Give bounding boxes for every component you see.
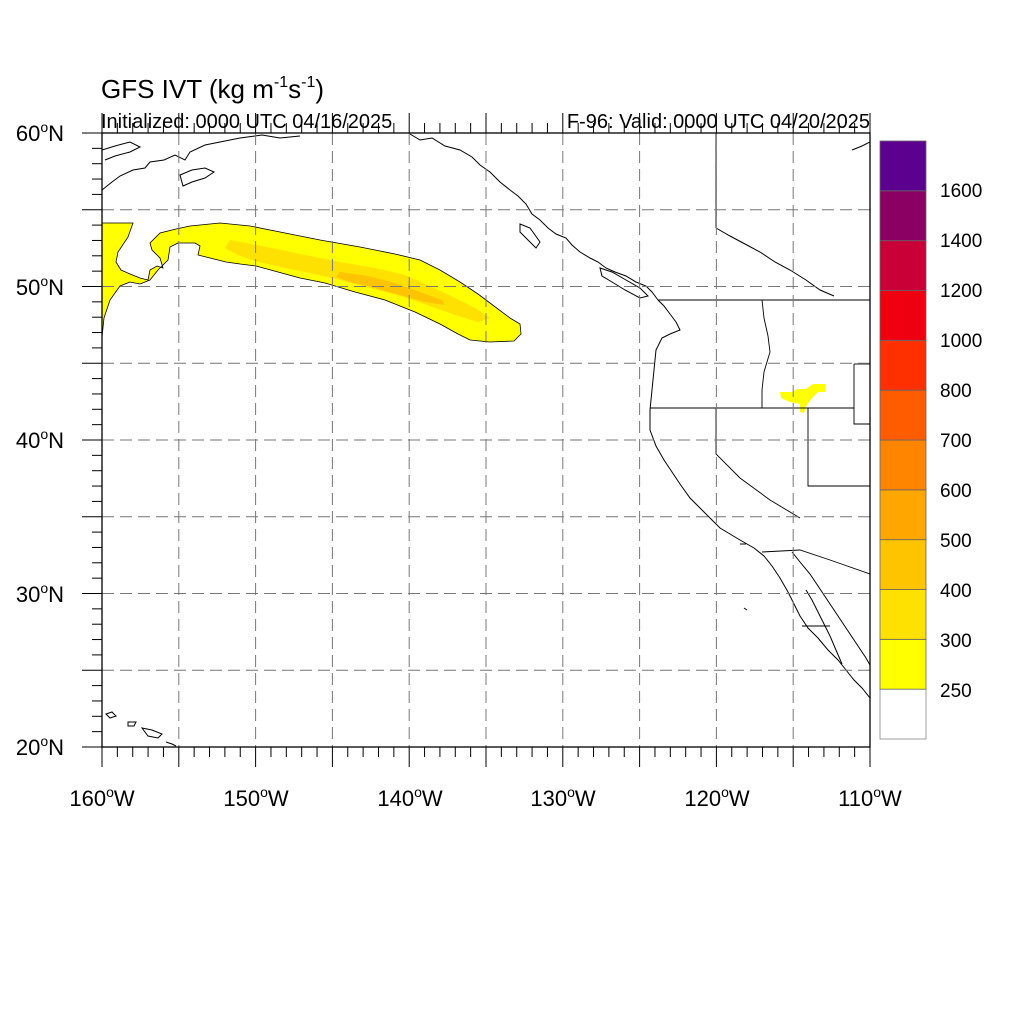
colorbar-swatch bbox=[879, 439, 927, 491]
figure-title: GFS IVT (kg m-1s-1) bbox=[101, 74, 324, 104]
colorbar-swatch bbox=[879, 389, 927, 441]
colorbar-swatch bbox=[879, 489, 927, 541]
ivt-patch-inland bbox=[780, 384, 826, 413]
colorbar-swatch bbox=[879, 539, 927, 590]
colorbar-label: 250 bbox=[940, 681, 972, 702]
ivt-shade-400 bbox=[336, 272, 445, 305]
colorbar-label: 300 bbox=[940, 631, 972, 652]
political-borders bbox=[650, 133, 870, 627]
init-time-label: Initialized: 0000 UTC 04/16/2025 bbox=[101, 111, 392, 133]
lat-label: 50oN bbox=[16, 273, 64, 300]
colorbar-swatch bbox=[879, 688, 927, 740]
colorbar-label: 700 bbox=[940, 431, 972, 452]
colorbar-swatch bbox=[879, 140, 927, 192]
lat-label: 40oN bbox=[16, 426, 64, 453]
axis-ticks bbox=[82, 113, 871, 767]
colorbar-swatch bbox=[879, 290, 927, 341]
colorbar-label: 800 bbox=[940, 381, 972, 402]
lon-label: 120oW bbox=[684, 784, 750, 811]
lat-axis-labels: 60oN 50oN 40oN 30oN 20oN bbox=[16, 119, 64, 760]
valid-time-label: F-96: Valid: 0000 UTC 04/20/2025 bbox=[567, 111, 870, 133]
lon-label: 150oW bbox=[223, 784, 289, 811]
colorbar-label: 400 bbox=[940, 581, 972, 602]
colorbar-label: 1000 bbox=[940, 331, 982, 352]
lat-label: 20oN bbox=[16, 733, 64, 760]
colorbar-label: 500 bbox=[940, 531, 972, 552]
lon-label: 160oW bbox=[69, 784, 135, 811]
lon-label: 130oW bbox=[530, 784, 596, 811]
ivt-shade-250 bbox=[102, 222, 522, 343]
lon-label: 140oW bbox=[377, 784, 443, 811]
colorbar-swatch bbox=[879, 339, 927, 391]
colorbar-labels: 250 300 400 500 600 700 800 1000 1200 14… bbox=[940, 181, 982, 702]
colorbar-swatches bbox=[879, 140, 927, 740]
lon-axis-labels: 160oW 150oW 140oW 130oW 120oW 110oW bbox=[69, 784, 902, 811]
lat-label: 30oN bbox=[16, 580, 64, 607]
colorbar-swatch bbox=[879, 190, 927, 242]
colorbar-swatch bbox=[879, 589, 927, 640]
colorbar: 250 300 400 500 600 700 800 1000 1200 14… bbox=[879, 140, 982, 740]
colorbar-swatch bbox=[879, 240, 927, 291]
colorbar-label: 1200 bbox=[940, 281, 982, 302]
colorbar-label: 1400 bbox=[940, 231, 982, 252]
lon-label: 110oW bbox=[838, 784, 902, 811]
map-plot: 60oN 50oN 40oN 30oN 20oN 160oW 150oW 140… bbox=[16, 113, 902, 811]
colorbar-label: 600 bbox=[940, 481, 972, 502]
lat-label: 60oN bbox=[16, 119, 64, 146]
graticule bbox=[102, 133, 870, 747]
ivt-plume-main bbox=[102, 222, 522, 343]
colorbar-swatch bbox=[879, 638, 927, 690]
coastlines bbox=[102, 133, 870, 747]
colorbar-label: 1600 bbox=[940, 181, 982, 202]
